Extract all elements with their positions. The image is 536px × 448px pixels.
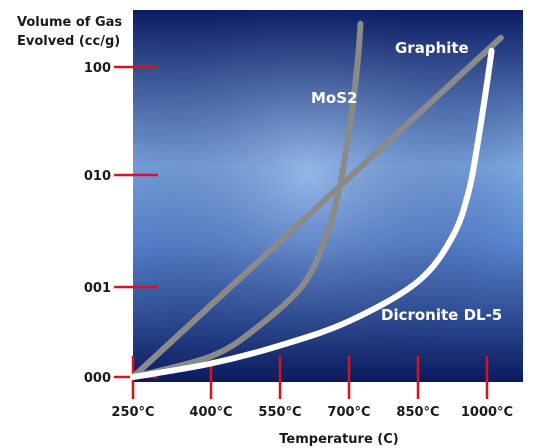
x-tick-label: 550°C bbox=[258, 405, 301, 420]
x-tick-label: 1000°C bbox=[461, 405, 513, 420]
x-axis-title: Temperature (C) bbox=[279, 432, 398, 447]
x-tick-label: 850°C bbox=[396, 405, 439, 420]
series-label-mos2: MoS2 bbox=[311, 89, 357, 107]
y-tick-label: 010 bbox=[84, 169, 111, 184]
x-tick-label: 250°C bbox=[111, 405, 154, 420]
series-layer bbox=[130, 20, 504, 380]
y-ticks: 000 001 010 100 bbox=[84, 61, 158, 386]
x-tick-label: 400°C bbox=[189, 405, 232, 420]
y-tick-label: 000 bbox=[84, 371, 111, 386]
y-tick-label: 100 bbox=[84, 61, 111, 76]
series-label-graphite: Graphite bbox=[395, 39, 469, 57]
series-label-dicronite: Dicronite DL-5 bbox=[381, 306, 502, 324]
x-tick-label: 700°C bbox=[327, 405, 370, 420]
y-axis-title-line-1: Volume of Gas bbox=[17, 15, 122, 30]
y-tick-label: 001 bbox=[84, 281, 111, 296]
y-axis-title-line-2: Evolved (cc/g) bbox=[17, 34, 120, 49]
x-ticks: 250°C 400°C 550°C 700°C 850°C 1000°C bbox=[111, 356, 513, 420]
series-line-graphite bbox=[130, 34, 504, 380]
series-line-mos2 bbox=[130, 20, 364, 380]
series-line-dicronite bbox=[130, 47, 495, 380]
y-axis-title: Volume of Gas Evolved (cc/g) bbox=[17, 15, 127, 49]
